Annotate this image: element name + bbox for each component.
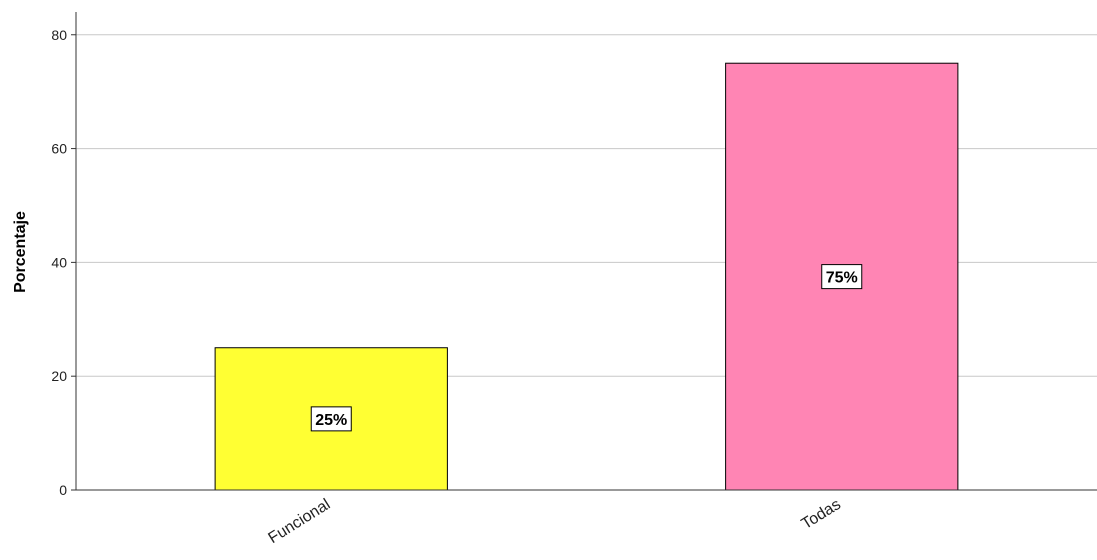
y-tick-label: 20 (51, 368, 67, 384)
y-tick-label: 40 (51, 254, 67, 270)
x-tick-labels: Funcional Todas (266, 496, 844, 547)
x-tick-label-todas: Todas (799, 496, 844, 533)
x-tick-label-funcional: Funcional (266, 496, 334, 547)
data-label-funcional: 25% (315, 412, 347, 429)
data-labels: 25% 75% (310, 264, 863, 432)
data-label-box-funcional (310, 406, 352, 432)
y-tick-label: 0 (59, 482, 67, 498)
y-tick-labels: 0 20 40 60 80 (51, 27, 76, 498)
y-tick-label: 80 (51, 27, 67, 43)
data-label-box-todas (821, 264, 863, 290)
y-axis-label: Porcentaje (12, 211, 29, 293)
y-tick-label: 60 (51, 141, 67, 157)
data-label-todas: 75% (826, 270, 858, 287)
axes (75, 12, 1097, 491)
